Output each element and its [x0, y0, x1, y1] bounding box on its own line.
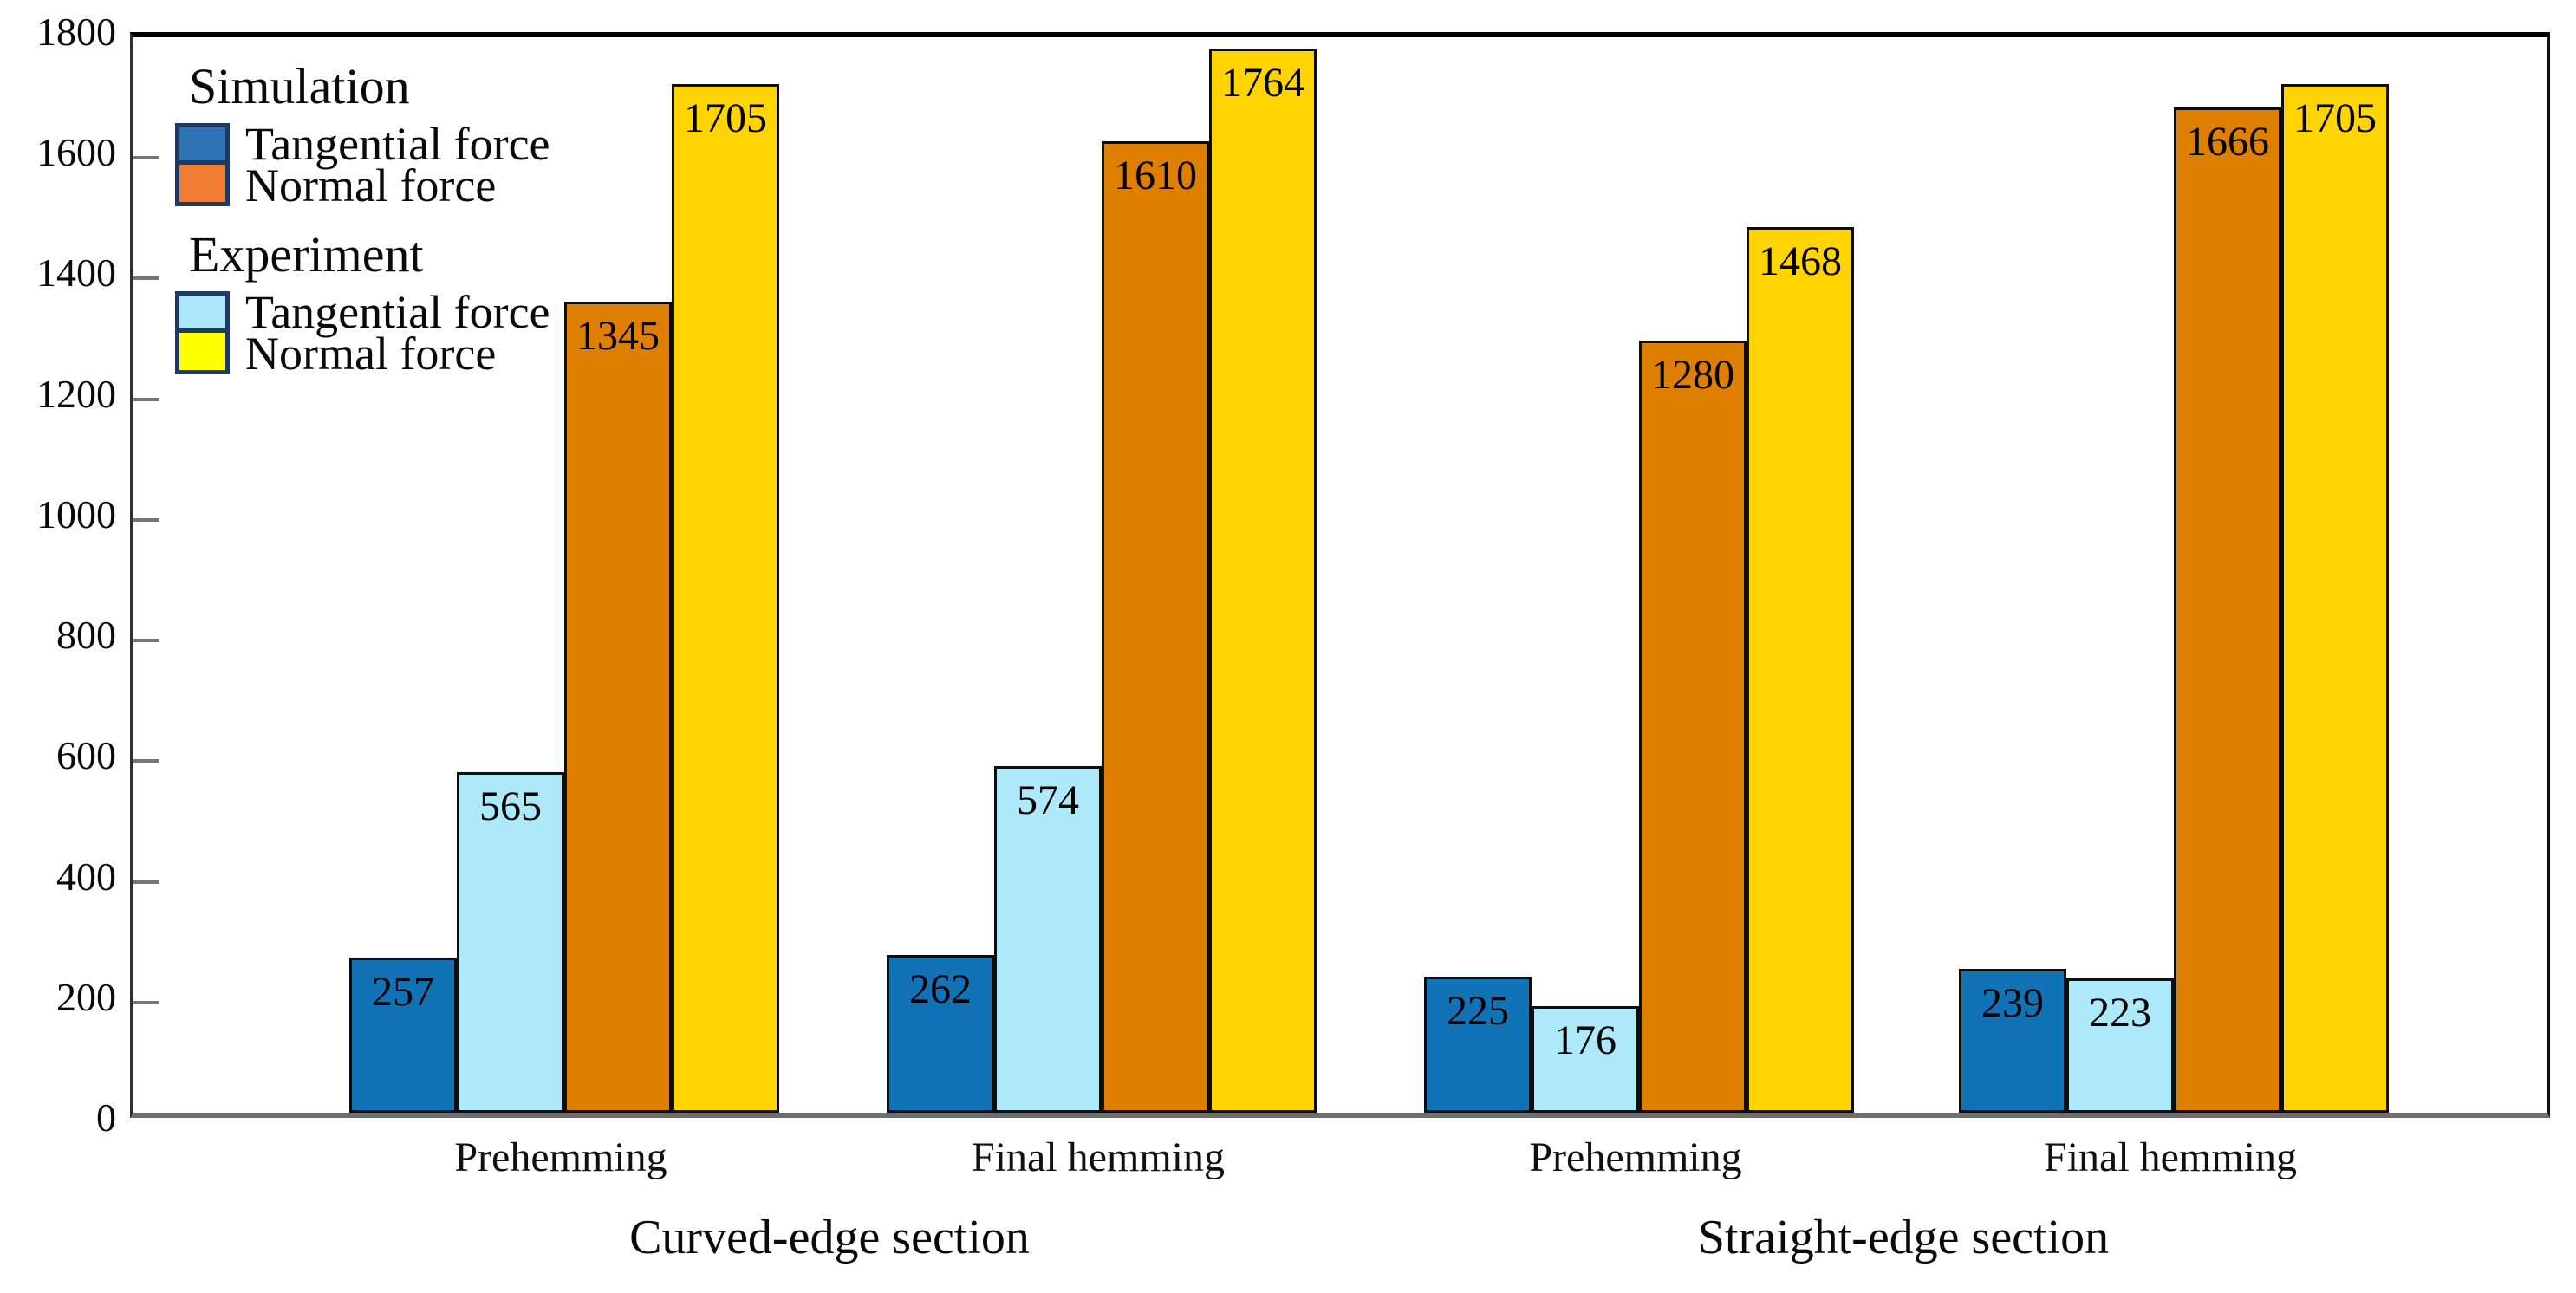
y-tick-mark: [133, 759, 159, 763]
y-tick-label: 1000: [36, 491, 116, 536]
bar-simulation-normal-force-group1: 1345: [564, 302, 672, 1113]
legend-item-exp-tangential: Tangential force: [175, 285, 550, 338]
plot-area: 257 565 1345 1705 262 574 1610 1764 225 176 1280 14…: [130, 32, 2550, 1118]
bar-value-label: 1705: [2293, 95, 2377, 141]
bar-experiment-normal-force-group1: 1705: [672, 84, 779, 1113]
x-tick-label-group1: Prehemming: [454, 1134, 667, 1180]
bar-value-label: 223: [2089, 990, 2151, 1036]
section-label-curved: Curved-edge section: [629, 1211, 1030, 1264]
y-tick-label: 400: [56, 854, 116, 899]
y-tick-label: 1800: [36, 10, 116, 54]
bar-value-label: 1280: [1651, 352, 1734, 398]
bar-simulation-tangential-force-group2: 262: [887, 955, 994, 1113]
y-tick-mark: [133, 397, 159, 401]
bar-value-label: 1345: [576, 313, 660, 359]
y-tick-mark: [133, 276, 159, 281]
bar-value-label: 1610: [1114, 153, 1197, 198]
bar-experiment-normal-force-group3: 1468: [1747, 227, 1854, 1113]
bar-value-label: 574: [1017, 777, 1079, 823]
bar-experiment-normal-force-group4: 1705: [2281, 84, 2389, 1113]
bar-value-label: 176: [1554, 1017, 1617, 1063]
bar-value-label: 1764: [1221, 60, 1304, 106]
legend-item-label: Tangential force: [245, 117, 550, 170]
bar-experiment-normal-force-group2: 1764: [1209, 49, 1317, 1113]
y-tick-label: 200: [56, 974, 116, 1019]
bar-value-label: 239: [1981, 980, 2044, 1026]
legend-swatch-exp-normal-icon: [175, 332, 230, 374]
bar-simulation-normal-force-group4: 1666: [2174, 107, 2281, 1113]
legend-item-sim-tangential: Tangential force: [175, 117, 550, 170]
bar-simulation-normal-force-group2: 1610: [1102, 141, 1209, 1113]
bar-simulation-tangential-force-group4: 239: [1959, 969, 2066, 1113]
bar-experiment-tangential-force-group3: 176: [1532, 1006, 1639, 1113]
y-tick-label: 1600: [36, 130, 116, 175]
bar-value-label: 262: [909, 966, 972, 1012]
bar-simulation-normal-force-group3: 1280: [1639, 341, 1747, 1113]
section-label-straight: Straight-edge section: [1697, 1211, 2110, 1264]
bar-experiment-tangential-force-group4: 223: [2066, 978, 2174, 1113]
bar-value-label: 1468: [1759, 238, 1842, 284]
legend-item-label: Normal force: [245, 159, 497, 211]
bar-value-label: 1666: [2186, 119, 2269, 165]
x-tick-label-group2: Final hemming: [972, 1134, 1225, 1180]
y-tick-mark: [133, 880, 159, 884]
bar-value-label: 257: [372, 969, 434, 1015]
y-tick-mark: [133, 639, 159, 643]
y-tick-label: 1400: [36, 250, 116, 296]
y-tick-mark: [133, 1000, 159, 1004]
x-tick-label-group4: Final hemming: [2044, 1134, 2297, 1180]
legend-item-sim-normal: Normal force: [175, 159, 550, 211]
y-tick-label: 0: [96, 1095, 116, 1140]
legend-swatch-exp-tangential-icon: [175, 290, 230, 333]
y-tick-label: 800: [56, 613, 116, 658]
legend-group-title-experiment: Experiment: [189, 225, 424, 283]
bar-experiment-tangential-force-group2: 574: [994, 766, 1102, 1113]
legend-swatch-sim-tangential-icon: [175, 122, 230, 165]
bar-simulation-tangential-force-group3: 225: [1424, 977, 1532, 1113]
legend-group-title-simulation: Simulation: [189, 58, 410, 114]
legend-item-exp-normal: Normal force: [175, 327, 550, 380]
legend-item-label: Normal force: [245, 327, 497, 380]
legend-swatch-sim-normal-icon: [175, 164, 230, 206]
y-tick-mark: [133, 517, 159, 522]
bar-experiment-tangential-force-group1: 565: [457, 772, 564, 1113]
legend-item-label: Tangential force: [245, 285, 550, 338]
y-tick-mark: [133, 156, 159, 160]
y-tick-label: 1200: [36, 371, 116, 416]
x-tick-label-group3: Prehemming: [1529, 1134, 1742, 1180]
bar-value-label: 1705: [684, 95, 767, 141]
y-tick-label: 600: [56, 733, 116, 778]
bar-value-label: 565: [479, 783, 542, 829]
bar-value-label: 225: [1447, 988, 1509, 1034]
bar-simulation-tangential-force-group1: 257: [349, 958, 457, 1113]
legend: Simulation Tangential force Normal force…: [175, 58, 550, 380]
